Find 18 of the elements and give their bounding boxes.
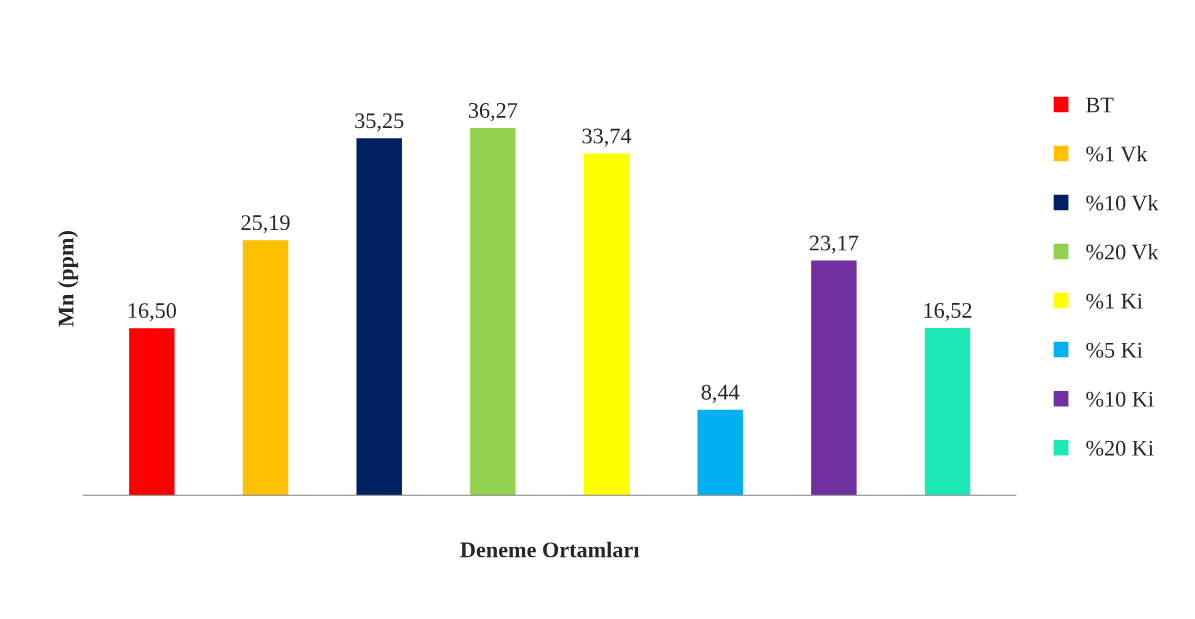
data-label: 36,27 [468, 102, 518, 122]
data-label: 25,19 [241, 215, 290, 234]
data-label: 16,50 [128, 303, 177, 322]
legend-label: %20 Vk [1086, 243, 1159, 260]
legend-label: BT [1086, 97, 1114, 113]
legend-label: %1 Ki [1086, 293, 1143, 309]
y-axis-title: Mn (ppm) [57, 231, 79, 327]
data-label: 23,17 [809, 235, 859, 254]
x-axis-title: Deneme Ortamları [460, 541, 640, 558]
legend-label: %1 Vk [1086, 145, 1148, 162]
data-label: 35,25 [355, 113, 404, 132]
legend-label: %10 Ki [1086, 391, 1154, 407]
data-label: 16,52 [924, 302, 972, 322]
legend-label: %20 Ki [1086, 440, 1154, 456]
legend-label: %5 Ki [1086, 342, 1143, 358]
data-label: 33,74 [582, 128, 632, 147]
legend-label: %10 Vk [1086, 194, 1159, 211]
data-label: 8,44 [701, 384, 740, 403]
